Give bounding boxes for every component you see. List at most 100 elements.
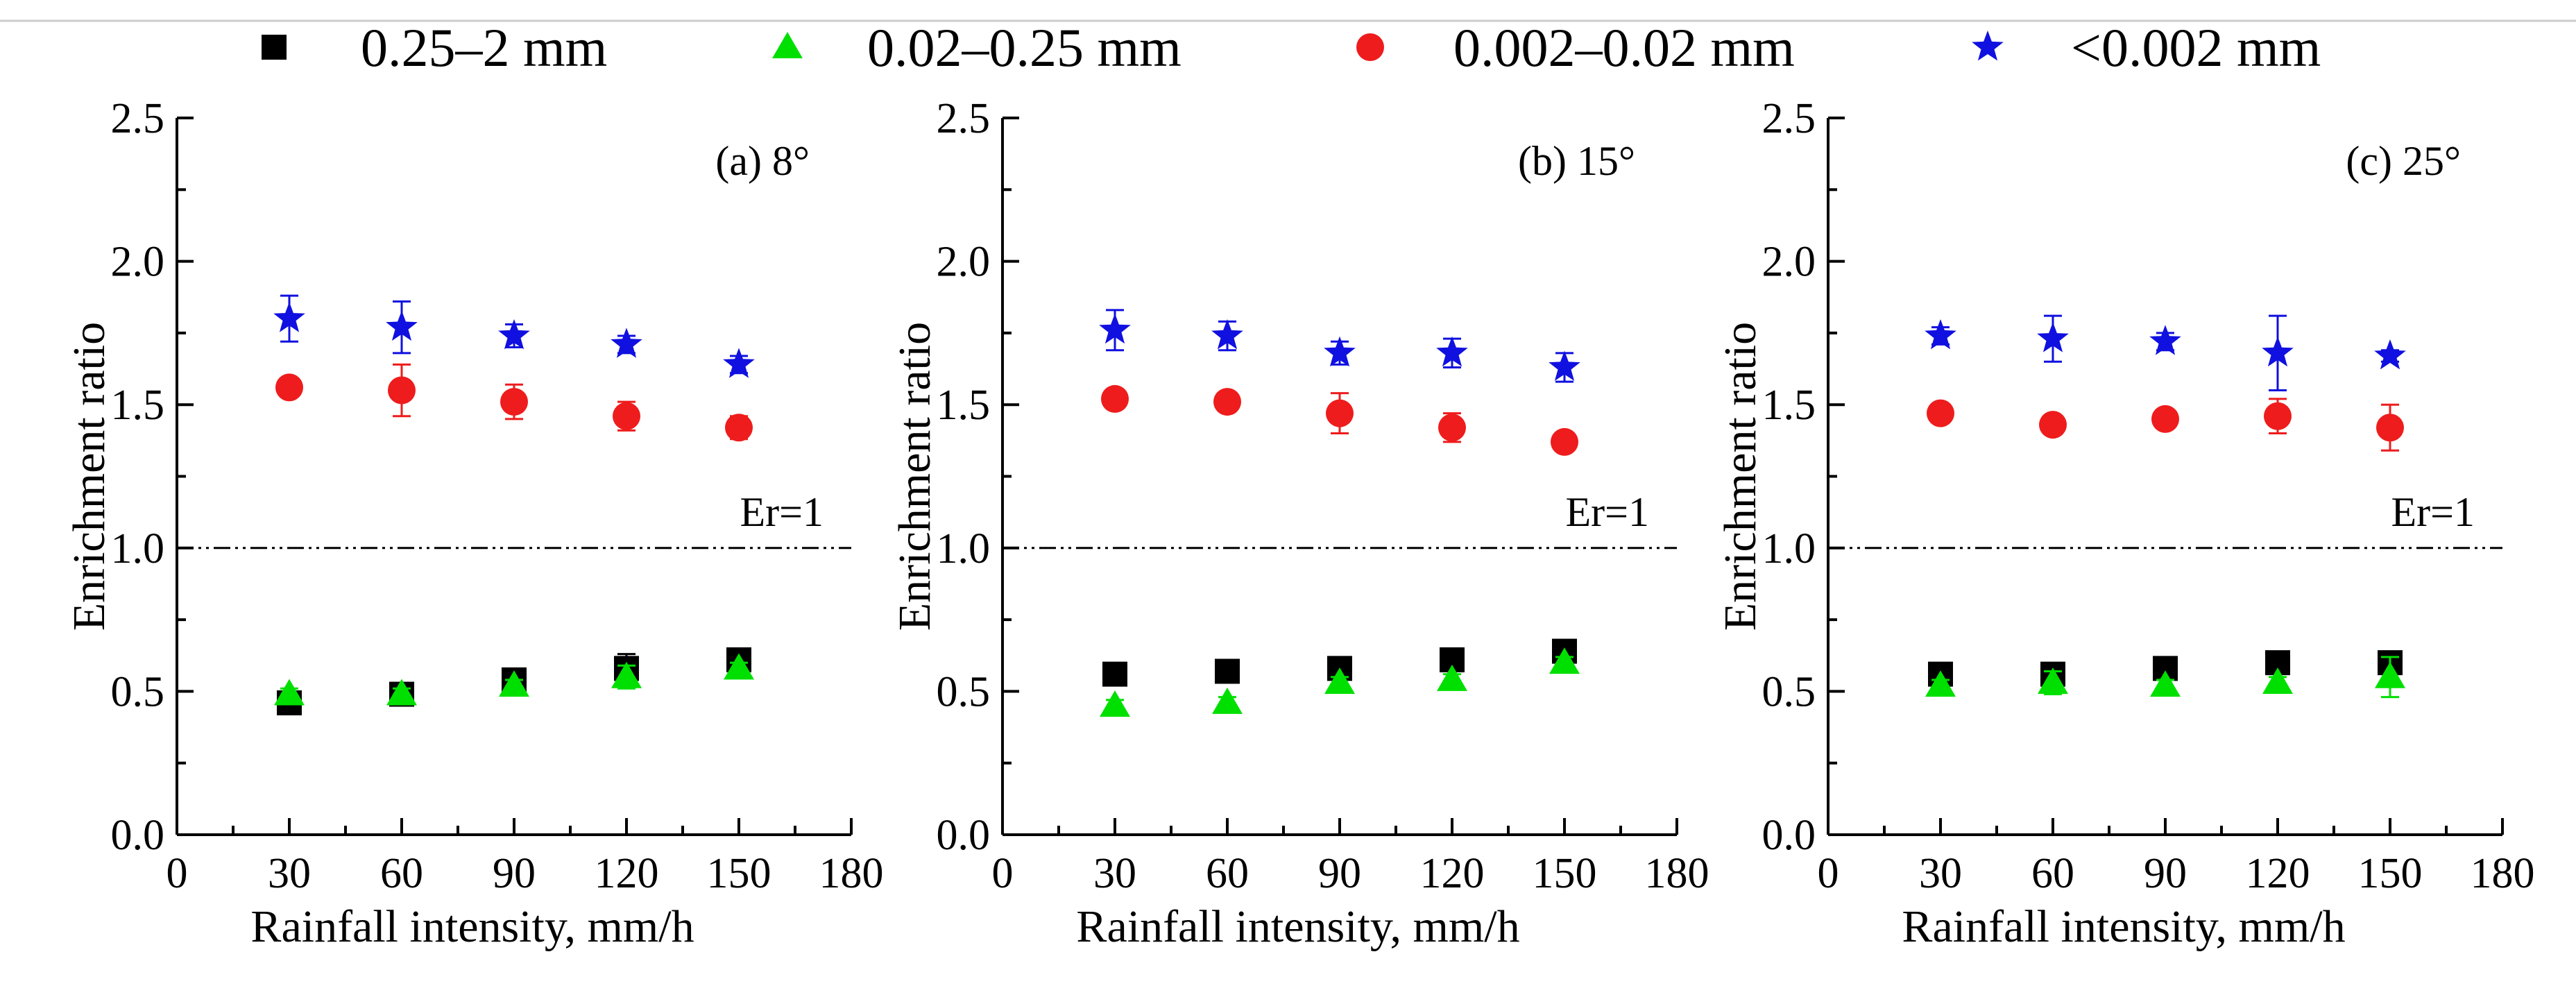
x-tick-label: 90 xyxy=(1318,850,1361,897)
legend-label: 0.02–0.25 mm xyxy=(867,17,1182,78)
data-point-star xyxy=(723,348,755,378)
series-circle xyxy=(275,363,753,442)
series-star xyxy=(1925,314,2406,392)
x-tick-label: 150 xyxy=(1533,850,1597,897)
panel-label: (a) 8° xyxy=(715,138,810,184)
reference-line-label: Er=1 xyxy=(1566,489,1649,535)
data-point-circle xyxy=(2151,405,2179,433)
legend-marker-star-icon xyxy=(1972,31,2004,61)
x-tick-label: 120 xyxy=(1420,850,1485,897)
reference-line-label: Er=1 xyxy=(740,489,824,535)
y-tick-label: 1.5 xyxy=(111,382,165,429)
data-point-star xyxy=(1925,319,1956,350)
x-tick-label: 60 xyxy=(2031,850,2074,897)
data-point-circle xyxy=(1326,399,1354,427)
y-tick-label: 1.5 xyxy=(1762,382,1816,429)
legend-item-3: <0.002 mm xyxy=(1972,17,2321,78)
y-axis-title: Enrichment ratio xyxy=(64,322,114,631)
x-axis-title: Rainfall intensity, mm/h xyxy=(1076,901,1519,952)
data-point-star xyxy=(1436,336,1468,367)
data-point-triangle xyxy=(499,670,529,697)
x-tick-label: 150 xyxy=(2358,850,2423,897)
data-point-triangle xyxy=(724,653,754,680)
y-tick-label: 1.0 xyxy=(111,525,165,572)
legend-marker-star xyxy=(1972,31,2004,61)
data-point-star xyxy=(2149,325,2181,355)
data-point-triangle xyxy=(2375,661,2405,688)
y-tick-label: 2.5 xyxy=(111,95,165,142)
data-point-circle xyxy=(275,373,303,402)
x-tick-label: 180 xyxy=(1645,850,1709,897)
y-tick-label: 2.0 xyxy=(937,239,991,286)
data-point-star xyxy=(1099,313,1131,344)
data-point-triangle xyxy=(1100,690,1130,717)
data-point-triangle xyxy=(2150,670,2181,697)
y-tick-label: 1.0 xyxy=(937,525,991,572)
x-tick-label: 90 xyxy=(2144,850,2187,897)
y-tick-label: 2.0 xyxy=(1762,239,1816,286)
legend-marker-square-icon xyxy=(262,35,287,60)
data-point-triangle xyxy=(274,679,305,706)
data-point-triangle xyxy=(1437,664,1467,691)
data-point-triangle xyxy=(386,679,417,706)
data-point-triangle xyxy=(1549,647,1580,674)
y-axis-title: Enrichment ratio xyxy=(889,322,940,631)
chart-panel-a: 0.0 0.5 1.0 1.5 2.0 2.5 0 30 60 90 120 150 180 Rainfa… xyxy=(64,95,884,952)
data-point-triangle xyxy=(611,661,642,688)
y-axis-title: Enrichment ratio xyxy=(1715,322,1766,631)
data-point-circle xyxy=(2264,402,2292,430)
data-point-star xyxy=(498,319,530,350)
chart-panel-b: 0.0 0.5 1.0 1.5 2.0 2.5 0 30 60 90 120 150 180 Rainfa… xyxy=(889,95,1709,952)
data-point-circle xyxy=(1101,384,1129,413)
legend-marker-circle-icon xyxy=(1356,33,1384,61)
legend-marker-circle xyxy=(1356,33,1384,61)
series-triangle xyxy=(274,653,754,706)
y-tick-label: 0.5 xyxy=(1762,668,1816,715)
data-point-star xyxy=(1211,319,1243,350)
legend-marker-triangle-icon xyxy=(772,32,803,58)
x-tick-label: 60 xyxy=(380,850,423,897)
data-point-triangle xyxy=(1324,667,1355,695)
reference-line-label: Er=1 xyxy=(2391,489,2475,535)
y-tick-label: 1.5 xyxy=(937,382,991,429)
x-tick-label: 60 xyxy=(1206,850,1249,897)
legend: 0.25–2 mm 0.02–0.25 mm 0.002–0.02 mm <0.… xyxy=(262,17,2321,78)
series-star xyxy=(273,294,755,378)
series-circle xyxy=(1927,398,2404,452)
x-axis-title: Rainfall intensity, mm/h xyxy=(250,901,694,952)
x-tick-label: 180 xyxy=(2471,850,2535,897)
x-tick-label: 30 xyxy=(268,850,311,897)
data-point-circle xyxy=(500,388,528,416)
legend-marker-triangle xyxy=(772,32,803,58)
legend-item-0: 0.25–2 mm xyxy=(262,17,607,78)
legend-marker-square xyxy=(262,35,287,60)
data-point-triangle xyxy=(2038,667,2068,695)
data-point-triangle xyxy=(1212,687,1243,714)
series-circle xyxy=(1101,384,1578,456)
y-tick-label: 0.0 xyxy=(937,812,991,859)
data-point-triangle xyxy=(1925,670,1956,697)
legend-item-1: 0.02–0.25 mm xyxy=(772,17,1182,78)
legend-item-2: 0.002–0.02 mm xyxy=(1356,17,1795,78)
y-tick-label: 2.5 xyxy=(1762,95,1816,142)
x-axis-title: Rainfall intensity, mm/h xyxy=(1902,901,2345,952)
panel-label: (b) 15° xyxy=(1518,138,1635,184)
data-point-triangle xyxy=(2262,667,2293,695)
x-tick-label: 180 xyxy=(819,850,884,897)
x-tick-label: 90 xyxy=(493,850,536,897)
x-tick-label: 120 xyxy=(595,850,659,897)
data-point-star xyxy=(2262,336,2294,367)
data-point-square xyxy=(1102,661,1127,687)
legend-label: 0.25–2 mm xyxy=(361,17,607,78)
data-point-circle xyxy=(388,376,416,405)
x-tick-label: 0 xyxy=(1818,850,1839,897)
y-tick-label: 0.5 xyxy=(111,668,165,715)
series-triangle xyxy=(1100,647,1580,717)
data-point-circle xyxy=(725,414,753,442)
data-point-circle xyxy=(1213,388,1241,416)
data-point-circle xyxy=(613,402,640,430)
x-tick-label: 120 xyxy=(2246,850,2310,897)
data-point-square xyxy=(1215,658,1240,684)
data-point-star xyxy=(611,328,642,358)
